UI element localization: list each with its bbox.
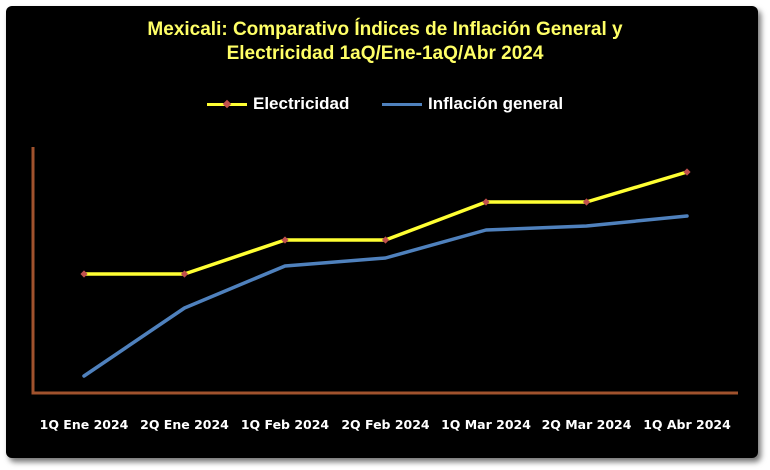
legend-label-inflacion: Inflación general xyxy=(428,94,564,113)
data-point-electricidad xyxy=(80,270,88,278)
chart-title: Mexicali: Comparativo Índices de Inflaci… xyxy=(0,18,770,66)
data-point-electricidad xyxy=(381,236,390,244)
legend-item-electricidad: Electricidad xyxy=(207,92,349,116)
legend-item-inflacion: Inflación general xyxy=(382,92,563,116)
x-tick-label: 2Q Ene 2024 xyxy=(140,417,229,432)
chart-title-line-2: Electricidad 1aQ/Ene-1aQ/Abr 2024 xyxy=(226,43,544,64)
x-tick-label: 2Q Feb 2024 xyxy=(341,417,430,432)
x-tick-label: 1Q Feb 2024 xyxy=(241,417,330,432)
legend: Electricidad Inflación general xyxy=(0,92,770,116)
x-tick-label: 1Q Ene 2024 xyxy=(40,417,129,432)
chart-title-line-1: Mexicali: Comparativo Índices de Inflaci… xyxy=(147,19,623,40)
x-tick-label: 1Q Abr 2024 xyxy=(643,417,731,432)
chart-area xyxy=(6,6,758,458)
x-tick-label: 1Q Mar 2024 xyxy=(441,417,531,432)
x-tick-label: 2Q Mar 2024 xyxy=(542,417,632,432)
data-point-electricidad xyxy=(582,198,591,206)
legend-line-electricidad xyxy=(207,99,247,108)
series-line-inflacion xyxy=(82,214,689,378)
data-point-electricidad xyxy=(281,236,289,244)
data-point-electricidad xyxy=(180,270,189,278)
legend-label-electricidad: Electricidad xyxy=(253,94,350,113)
data-point-electricidad xyxy=(482,198,490,206)
legend-line-inflacion xyxy=(382,102,422,106)
data-point-electricidad xyxy=(683,168,691,176)
